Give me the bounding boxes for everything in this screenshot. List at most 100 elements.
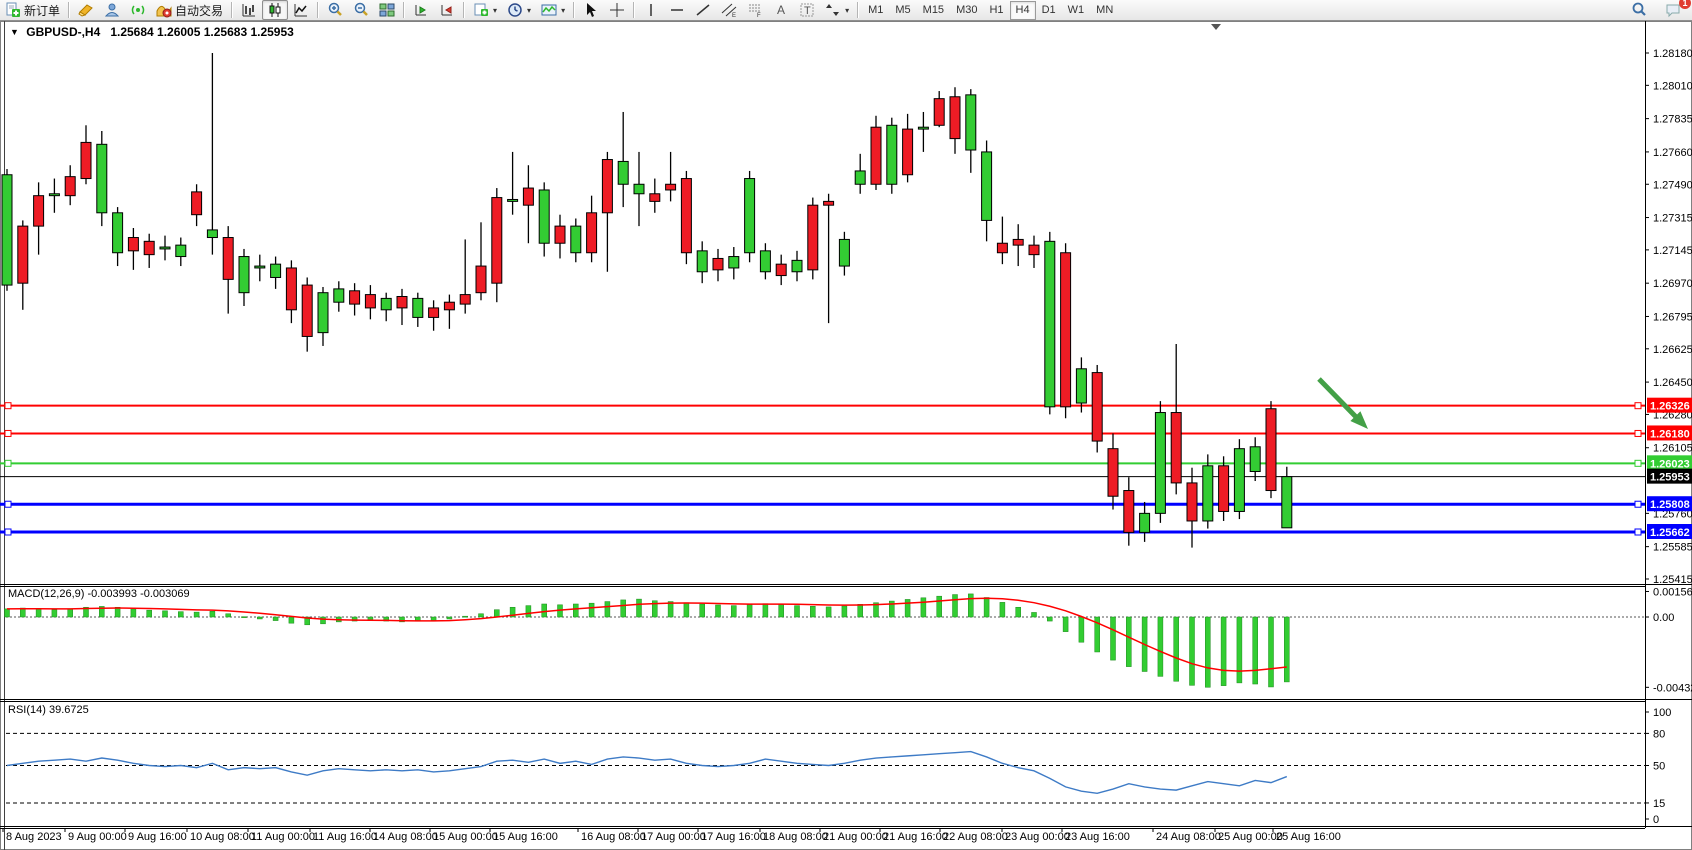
- line-handle[interactable]: [4, 500, 12, 508]
- price-tag: [1647, 468, 1692, 484]
- new-chart-icon: [473, 2, 489, 18]
- chart-line-button[interactable]: [288, 0, 314, 20]
- candle: [1233, 448, 1245, 512]
- vertical-line-button[interactable]: [638, 0, 664, 20]
- price-tag: [1647, 455, 1692, 471]
- annotation-arrow[interactable]: [1317, 377, 1368, 429]
- time-label: 11 Aug 00:00: [251, 831, 315, 843]
- time-label: 23 Aug 16:00: [1065, 831, 1130, 843]
- text-icon: A: [773, 2, 789, 18]
- candle: [1107, 448, 1119, 497]
- line-handle[interactable]: [1634, 429, 1642, 437]
- timeframe-m30[interactable]: M30: [956, 3, 978, 16]
- time-label: 23 Aug 00:00: [1005, 831, 1070, 843]
- time-label: 17 Aug 00:00: [641, 831, 706, 843]
- timeframe-m1[interactable]: M1: [868, 3, 884, 16]
- candle: [744, 178, 756, 254]
- candle: [1044, 240, 1056, 408]
- search-button[interactable]: [1626, 0, 1652, 20]
- templates-button[interactable]: ▾: [536, 0, 570, 20]
- line-handle[interactable]: [4, 528, 12, 536]
- trendline-button[interactable]: [690, 0, 716, 20]
- cursor-button[interactable]: [578, 0, 604, 20]
- line-handle[interactable]: [4, 459, 12, 467]
- candlestick-icon: [267, 2, 283, 18]
- candle: [1249, 446, 1261, 473]
- price-tick-label: 1.27490: [1653, 179, 1692, 191]
- ohlc-bars-icon: [241, 2, 257, 18]
- price-tick-label: 1.26970: [1653, 278, 1692, 290]
- line-handle[interactable]: [4, 402, 12, 410]
- chart-window[interactable]: 1.28180 1.28010 1.27835 1.27660 1.27490 1.273…: [0, 21, 1692, 850]
- timeframe-m15[interactable]: M15: [922, 3, 945, 16]
- candle: [696, 250, 708, 273]
- price-tick-label: 1.28180: [1653, 48, 1692, 60]
- new-order-button[interactable]: 新订单: [0, 0, 65, 20]
- svg-text:T: T: [804, 5, 811, 17]
- time-label: 16 Aug 08:00: [581, 831, 646, 843]
- auto-trading-button[interactable]: 自动交易: [151, 0, 228, 20]
- candle: [996, 242, 1008, 254]
- time-label: 15 Aug 16:00: [493, 831, 558, 843]
- candle: [64, 176, 76, 197]
- rsi-tick-label: 100: [1653, 707, 1671, 719]
- text-button[interactable]: A: [768, 0, 794, 20]
- timeframe-h4[interactable]: H4: [1009, 0, 1036, 20]
- step-back-button[interactable]: [434, 0, 460, 20]
- candle: [791, 259, 803, 273]
- timeframe-d1[interactable]: D1: [1041, 3, 1056, 16]
- zoom-out-button[interactable]: [348, 0, 374, 20]
- candle: [712, 257, 724, 271]
- chevron-down-icon: ▾: [493, 5, 498, 15]
- candle: [601, 159, 613, 214]
- time-label: 21 Aug 16:00: [883, 831, 948, 843]
- candle: [586, 212, 598, 254]
- timeframe-mn[interactable]: MN: [1096, 3, 1114, 16]
- candle: [1075, 368, 1087, 404]
- candle: [823, 200, 835, 206]
- tile-windows-icon: [379, 2, 395, 18]
- timeframe-h1[interactable]: H1: [989, 3, 1004, 16]
- time-label: 25 Aug 16:00: [1276, 831, 1341, 843]
- signals-button[interactable]: [125, 0, 151, 20]
- chart-bars-button[interactable]: [236, 0, 262, 20]
- arrows-button[interactable]: ▾: [820, 0, 854, 20]
- candle: [33, 195, 45, 227]
- crosshair-button[interactable]: [604, 0, 630, 20]
- zoom-in-button[interactable]: [322, 0, 348, 20]
- toolbar-separator: [463, 2, 466, 18]
- candle: [775, 263, 787, 277]
- trendline-icon: [695, 2, 711, 18]
- channel-button[interactable]: E: [716, 0, 742, 20]
- candle: [886, 124, 898, 185]
- line-handle[interactable]: [1634, 500, 1642, 508]
- candle: [807, 204, 819, 271]
- svg-text:1.26180: 1.26180: [1650, 428, 1690, 440]
- price-tick-label: 1.27835: [1653, 114, 1692, 126]
- rsi-tick-label: 0: [1653, 814, 1659, 826]
- highlight-button[interactable]: [73, 0, 99, 20]
- fibonacci-button[interactable]: F: [742, 0, 768, 20]
- tile-windows-button[interactable]: [374, 0, 400, 20]
- timeframe-w1[interactable]: W1: [1067, 3, 1085, 16]
- line-handle[interactable]: [1634, 402, 1642, 410]
- macd-tick-label: 0.001569: [1653, 586, 1692, 598]
- new-chart-button[interactable]: ▾: [468, 0, 502, 20]
- horizontal-line-icon: [669, 2, 685, 18]
- line-handle[interactable]: [1634, 459, 1642, 467]
- candle: [206, 229, 218, 239]
- step-forward-button[interactable]: [408, 0, 434, 20]
- candle: [965, 94, 977, 151]
- periods-button[interactable]: ▾: [502, 0, 536, 20]
- price-tick-label: 1.26795: [1653, 311, 1692, 323]
- line-handle[interactable]: [1634, 528, 1642, 536]
- line-handle[interactable]: [4, 429, 12, 437]
- profile-button[interactable]: [99, 0, 125, 20]
- timeframe-m5[interactable]: M5: [895, 3, 911, 16]
- candle: [1060, 252, 1072, 408]
- horizontal-line-button[interactable]: [664, 0, 690, 20]
- text-label-button[interactable]: T: [794, 0, 820, 20]
- notifications-button[interactable]: 1: [1660, 0, 1691, 20]
- chart-candles-button[interactable]: [262, 0, 289, 20]
- candle: [522, 187, 534, 206]
